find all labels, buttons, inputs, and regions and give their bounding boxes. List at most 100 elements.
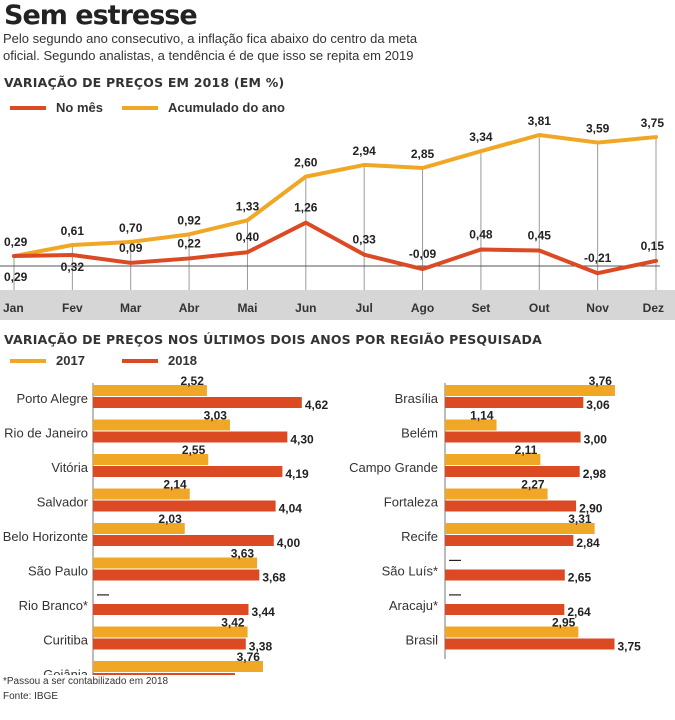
bar-label-2017: 3,63: [231, 547, 255, 561]
bar-2018: [445, 431, 581, 443]
footnote: *Passou a ser contabilizado em 2018: [3, 676, 169, 687]
bar-2017: [93, 557, 258, 569]
bar-2018: [93, 397, 302, 408]
bar-label-2017: 2,55: [182, 443, 206, 457]
region-label: Recife: [401, 529, 438, 544]
bar-label-2017: 2,14: [163, 478, 187, 492]
bar-2018: [445, 535, 574, 546]
region-label: São Paulo: [28, 564, 88, 579]
bar-label-2018: 3,00: [584, 433, 608, 447]
line-chart: 0,29 0,61 0,70 0,92 1,33 2,60 2,94 2,85 3,34 3,81…: [0, 114, 675, 320]
data-label-monthly: -0,09: [409, 247, 437, 261]
legend-2017: 2017: [10, 353, 85, 368]
region-label: Salvador: [37, 495, 89, 510]
bar-label-2018: 4,62: [305, 398, 329, 412]
data-label-monthly: 0,33: [353, 233, 377, 247]
x-tick-label: Set: [472, 301, 491, 315]
legend-2018-label: 2018: [168, 353, 197, 368]
bar-2017: [93, 626, 248, 638]
bar-label-2018: 4,19: [285, 467, 309, 481]
bar-label-2017: 2,52: [181, 375, 205, 388]
bar-label-2017: 3,42: [221, 616, 245, 630]
data-label-monthly: 0,48: [469, 227, 493, 241]
bar-label-2018: 4,00: [277, 536, 301, 550]
bar-label-2018: 3,14: [238, 674, 262, 675]
data-label-cumulative: 3,34: [469, 130, 493, 144]
bar-label-2017: 2,95: [552, 616, 576, 630]
bar-label-2018: 4,30: [290, 433, 314, 447]
data-label-monthly: 0,15: [641, 239, 665, 253]
region-label: Curitiba: [43, 633, 89, 648]
bar-2017: [93, 419, 230, 431]
bar-2017: [445, 385, 615, 396]
data-label-cumulative: 0,61: [61, 224, 85, 238]
bar-2017: [445, 626, 579, 638]
data-label-cumulative: 3,81: [528, 114, 552, 128]
page-title: Sem estresse: [4, 0, 198, 31]
region-label: Goiânia: [43, 667, 89, 675]
bar-label-2017: 3,03: [204, 409, 228, 423]
legend-monthly-swatch: [10, 105, 46, 110]
region-label: Porto Alegre: [16, 391, 88, 406]
bar-label-2018: 2,65: [568, 571, 592, 585]
bar-chart: Porto Alegre 2,52 4,62 Rio de Janeiro 3,03 4,…: [3, 375, 642, 675]
region-label: São Luís*: [382, 564, 438, 579]
x-tick-label: Dez: [643, 301, 664, 315]
bar-2017: [93, 385, 207, 396]
legend-cumulative: Acumulado do ano: [122, 100, 285, 115]
region-label: Rio de Janeiro: [4, 426, 88, 441]
bar-2018: [93, 638, 246, 650]
data-label-cumulative: 1,33: [236, 199, 260, 213]
series-line-cumulative: [12, 133, 658, 259]
data-label-cumulative: 3,59: [586, 122, 610, 136]
x-tick-label: Out: [529, 301, 550, 315]
bar-label-2017: 2,27: [521, 478, 545, 492]
bar-label-2018: 3,68: [262, 571, 286, 585]
bar-label-2017: 2,11: [515, 443, 538, 457]
bar-2018: [93, 500, 276, 512]
bar-2017: [93, 523, 185, 534]
bar-label-2017: 3,76: [589, 375, 613, 388]
bar-label-2018: 3,44: [251, 605, 275, 619]
bar-2017: [445, 454, 541, 465]
data-label-cumulative: 0,70: [119, 221, 143, 235]
bar-label-2017: 3,76: [237, 650, 261, 664]
bar-2018: [93, 569, 260, 581]
x-tick-label: Mai: [237, 301, 257, 315]
x-axis-band: [0, 290, 675, 320]
x-tick-label: Nov: [586, 301, 609, 315]
legend-monthly-label: No mês: [56, 100, 103, 115]
data-label-cumulative: 3,75: [641, 116, 665, 130]
bar-2018: [445, 466, 580, 477]
bar-label-2018: 3,06: [586, 398, 610, 412]
x-tick-label: Ago: [411, 301, 434, 315]
legend-2018: 2018: [122, 353, 197, 368]
intro-text: Pelo segundo ano consecutivo, a inflação…: [3, 31, 418, 63]
bar-2018: [93, 431, 288, 443]
data-label-cumulative: 0,29: [4, 235, 28, 249]
bar-label-2017: 2,03: [158, 512, 182, 526]
bar-2017: [93, 488, 190, 500]
bar-2018: [445, 500, 577, 512]
x-tick-label: Mar: [120, 301, 142, 315]
bar-label-2017: —: [97, 587, 109, 601]
legend-2018-swatch: [122, 358, 158, 363]
legend-monthly: No mês: [10, 100, 103, 115]
bar-label-2018: 2,98: [583, 467, 607, 481]
region-label: Belém: [401, 426, 438, 441]
region-label: Belo Horizonte: [3, 529, 88, 544]
bar-2017: [445, 523, 595, 534]
series-line-monthly: [12, 220, 658, 276]
bar-2017: [93, 661, 263, 672]
bar-label-2018: 2,84: [576, 536, 600, 550]
x-tick-label: Jul: [356, 301, 373, 315]
data-label-monthly: 0,09: [119, 241, 143, 255]
bar-2018: [93, 604, 249, 615]
bar-label-2018: 3,75: [618, 640, 642, 654]
region-label: Brasil: [405, 633, 438, 648]
bar-2018: [93, 466, 283, 477]
legend-cumulative-swatch: [122, 105, 158, 110]
bar-label-2017: —: [449, 587, 461, 601]
bar-label-2018: 3,38: [249, 640, 273, 654]
bar-2018: [445, 604, 565, 615]
